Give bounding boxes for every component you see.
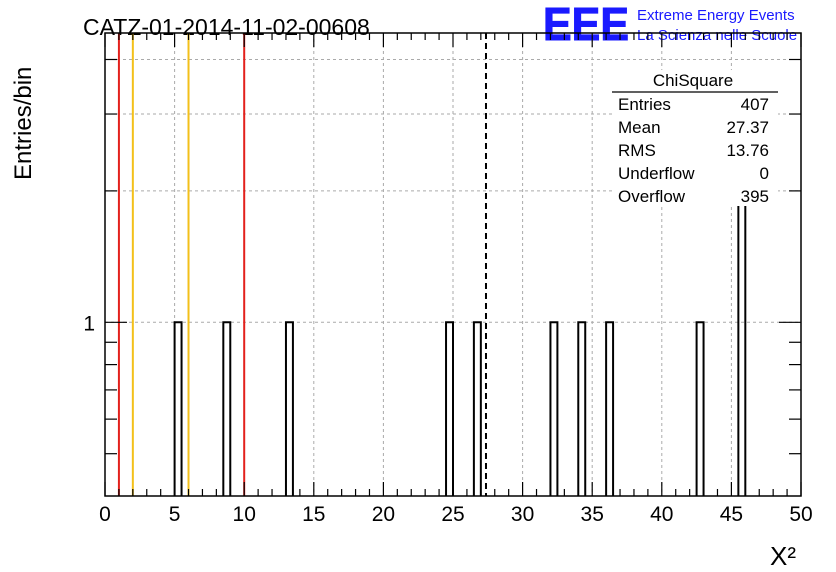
chart-title: CATZ-01-2014-11-02-00608 bbox=[83, 14, 370, 40]
stats-label: Underflow bbox=[618, 164, 695, 183]
stats-box-bg bbox=[612, 70, 778, 206]
x-tick-label: 35 bbox=[581, 503, 604, 526]
stats-rows: Entries 407 Mean 27.37 RMS 13.76 Underflow 0 Ove… bbox=[618, 95, 769, 206]
stats-box-title: ChiSquare bbox=[653, 71, 733, 90]
x-axis-label-text: X² bbox=[770, 541, 796, 571]
stats-label: Mean bbox=[618, 118, 661, 137]
y-axis: 1 bbox=[83, 58, 801, 455]
histogram-bin bbox=[284, 321, 294, 496]
histogram-bin bbox=[472, 321, 482, 496]
x-tick-label: 10 bbox=[233, 503, 256, 526]
reference-lines bbox=[117, 33, 487, 496]
y-tick-label: 1 bbox=[83, 312, 95, 335]
x-tick-label: 45 bbox=[720, 503, 743, 526]
logo-line1: Extreme Energy Events bbox=[637, 7, 795, 24]
stats-label: RMS bbox=[618, 141, 656, 160]
stats-value: 395 bbox=[741, 187, 769, 206]
eee-logo: EEE Extreme Energy Events La Scienza nel… bbox=[543, 0, 798, 51]
histogram-bin bbox=[737, 189, 747, 496]
histogram-bin bbox=[222, 321, 232, 496]
stats-label: Overflow bbox=[618, 187, 686, 206]
stats-box: ChiSquare Entries 407 Mean 27.37 RMS 13.76 Und… bbox=[612, 70, 778, 206]
stats-value: 13.76 bbox=[726, 141, 769, 160]
x-tick-label: 15 bbox=[302, 503, 325, 526]
x-tick-label: 5 bbox=[169, 503, 181, 526]
histogram-bin bbox=[445, 321, 454, 496]
y-axis-label: Entries/bin bbox=[10, 67, 37, 180]
x-axis-label: X² bbox=[770, 541, 796, 571]
x-tick-label: 20 bbox=[372, 503, 395, 526]
stats-value: 0 bbox=[760, 164, 769, 183]
histogram-bins bbox=[173, 189, 747, 496]
logo-mark: EEE bbox=[543, 0, 629, 50]
stats-label: Entries bbox=[618, 95, 671, 114]
x-tick-label: 0 bbox=[99, 503, 111, 526]
histogram-bin bbox=[577, 321, 587, 496]
histogram-bin bbox=[549, 321, 559, 496]
x-tick-label: 30 bbox=[511, 503, 534, 526]
histogram-bin bbox=[695, 321, 705, 496]
x-tick-label: 40 bbox=[650, 503, 673, 526]
stats-value: 27.37 bbox=[726, 118, 769, 137]
histogram-bin bbox=[605, 321, 615, 496]
x-tick-label: 25 bbox=[441, 503, 464, 526]
x-axis: 0 5 10 15 20 25 30 35 40 45 50 bbox=[99, 33, 813, 526]
x-tick-label: 50 bbox=[789, 503, 812, 526]
histogram-bin bbox=[173, 321, 183, 496]
stats-value: 407 bbox=[741, 95, 769, 114]
